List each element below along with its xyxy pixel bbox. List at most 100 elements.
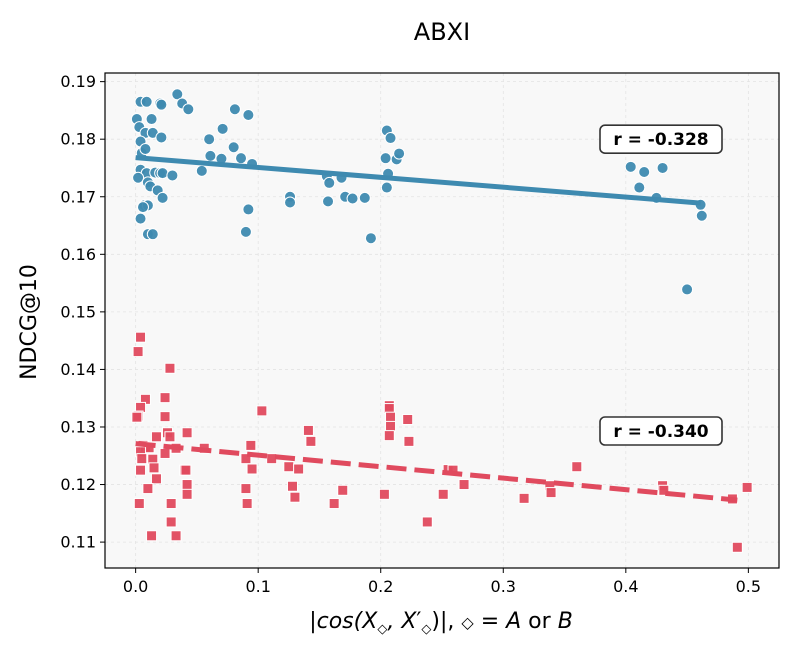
series-A-points bbox=[130, 88, 708, 296]
r-label-B: r = -0.340 bbox=[599, 416, 723, 446]
data-point-B bbox=[164, 431, 176, 443]
data-point-A bbox=[235, 152, 248, 165]
x-axis-label: |cos(X◇, X′◇)|, ◇ = A or B bbox=[309, 609, 573, 637]
data-point-B bbox=[240, 453, 252, 465]
data-point-B bbox=[293, 463, 305, 475]
data-point-B bbox=[385, 411, 397, 423]
data-point-A bbox=[284, 196, 297, 209]
data-point-B bbox=[170, 530, 182, 542]
r-label-text: r = -0.328 bbox=[613, 130, 708, 150]
data-point-B bbox=[159, 411, 171, 423]
data-point-A bbox=[322, 195, 335, 208]
x-label-a: A bbox=[504, 609, 521, 634]
data-point-A bbox=[364, 232, 377, 245]
x-label-equals: = bbox=[474, 609, 506, 634]
data-point-B bbox=[150, 473, 162, 485]
data-point-A bbox=[195, 164, 208, 177]
data-point-B bbox=[165, 498, 177, 510]
x-tick-label: 0.1 bbox=[245, 577, 270, 596]
chart-title: ABXI bbox=[414, 18, 470, 46]
data-point-B bbox=[150, 431, 162, 443]
data-point-B bbox=[305, 435, 317, 447]
data-point-B bbox=[421, 516, 433, 528]
data-point-B bbox=[146, 530, 158, 542]
data-point-B bbox=[142, 483, 154, 495]
data-point-A bbox=[656, 161, 669, 174]
x-label-cos: cos bbox=[317, 609, 354, 634]
data-point-B bbox=[571, 461, 583, 473]
data-point-A bbox=[140, 95, 153, 108]
y-ticks: 0.11 0.12 0.13 0.14 0.15 0.16 0.17 0.18 0.19 bbox=[60, 72, 105, 552]
data-point-B bbox=[132, 346, 144, 358]
data-point-A bbox=[171, 88, 184, 101]
data-point-A bbox=[145, 113, 158, 126]
r-label-box bbox=[599, 124, 723, 154]
data-point-A bbox=[379, 152, 392, 165]
data-point-B bbox=[180, 464, 192, 476]
data-point-B bbox=[437, 488, 449, 500]
x-tick-label: 0.3 bbox=[491, 577, 516, 596]
data-point-B bbox=[658, 484, 670, 496]
data-point-B bbox=[302, 424, 314, 436]
y-tick-label: 0.15 bbox=[60, 302, 96, 321]
x-label-sub1: ◇ bbox=[377, 622, 387, 637]
data-point-B bbox=[165, 516, 177, 528]
x-label-b: B bbox=[558, 609, 573, 634]
data-point-B bbox=[289, 491, 301, 503]
data-point-B bbox=[518, 492, 530, 504]
data-point-A bbox=[139, 142, 152, 155]
data-point-A bbox=[203, 133, 216, 146]
x-label-comma: , bbox=[387, 609, 401, 634]
data-point-B bbox=[385, 420, 397, 432]
data-point-B bbox=[378, 488, 390, 500]
grid bbox=[105, 73, 779, 568]
data-point-B bbox=[241, 498, 253, 510]
series-B-points bbox=[131, 331, 753, 553]
data-point-A bbox=[380, 181, 393, 194]
data-point-B bbox=[181, 479, 193, 491]
y-tick-label: 0.12 bbox=[60, 475, 96, 494]
data-point-B bbox=[136, 453, 148, 465]
data-point-B bbox=[403, 435, 415, 447]
x-tick-label: 0.5 bbox=[736, 577, 761, 596]
data-point-A bbox=[136, 201, 149, 214]
trend-line-A bbox=[135, 155, 701, 206]
data-point-B bbox=[402, 414, 414, 425]
y-tick-label: 0.19 bbox=[60, 72, 96, 91]
data-point-A bbox=[633, 181, 646, 194]
y-tick-label: 0.16 bbox=[60, 245, 96, 264]
x-label-sub2: ◇ bbox=[421, 622, 431, 637]
x-label-x1: X bbox=[361, 609, 378, 634]
x-label-diamond: ◇ bbox=[461, 613, 474, 632]
r-label-box bbox=[599, 416, 723, 446]
y-axis-label: NDCG@10 bbox=[17, 264, 42, 380]
x-label-prime: ′ bbox=[416, 609, 421, 634]
data-point-B bbox=[135, 331, 147, 343]
data-point-A bbox=[638, 166, 651, 178]
data-point-A bbox=[228, 103, 241, 116]
y-tick-label: 0.18 bbox=[60, 130, 96, 149]
data-point-A bbox=[146, 228, 159, 241]
data-point-B bbox=[181, 427, 193, 439]
data-point-A bbox=[239, 225, 252, 238]
data-point-B bbox=[245, 439, 257, 451]
data-point-A bbox=[156, 191, 169, 204]
r-label-text: r = -0.340 bbox=[613, 422, 708, 442]
x-ticks: 0.0 0.1 0.2 0.3 0.4 0.5 bbox=[123, 568, 761, 596]
data-point-A bbox=[155, 131, 168, 144]
data-point-A bbox=[393, 147, 406, 160]
x-tick-label: 0.4 bbox=[613, 577, 638, 596]
plot-frame bbox=[104, 72, 780, 569]
data-point-B bbox=[741, 481, 753, 493]
data-point-B bbox=[328, 498, 340, 510]
data-point-A bbox=[358, 191, 371, 204]
data-point-B bbox=[159, 392, 171, 404]
y-tick-label: 0.17 bbox=[60, 187, 96, 206]
data-point-A bbox=[242, 109, 255, 122]
trend-lines bbox=[135, 155, 738, 503]
data-point-A bbox=[695, 209, 708, 222]
data-point-A bbox=[156, 167, 169, 180]
y-tick-label: 0.14 bbox=[60, 360, 96, 379]
data-point-A bbox=[681, 283, 694, 296]
